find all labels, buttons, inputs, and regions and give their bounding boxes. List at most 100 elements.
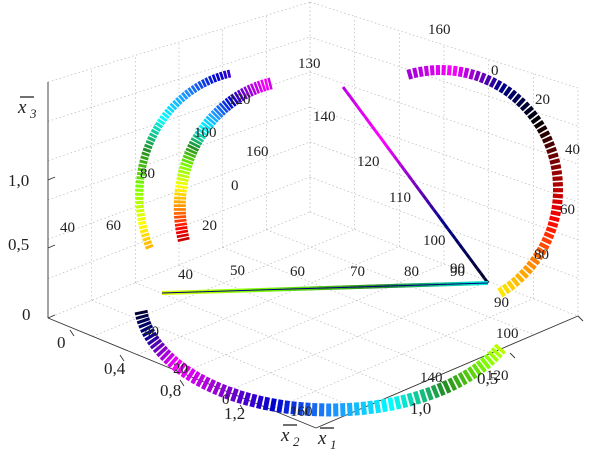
curve-segment xyxy=(387,397,395,411)
curve-segment xyxy=(212,381,222,396)
curve-segment xyxy=(475,360,487,373)
curve-segment xyxy=(473,70,481,82)
curve-label: 20 xyxy=(202,218,217,234)
curve-segment xyxy=(396,159,403,167)
curve-segment xyxy=(530,115,542,125)
x2-tick-1: 0,4 xyxy=(104,359,126,378)
x3-tick-mark xyxy=(47,314,56,319)
curve-segment xyxy=(276,399,284,413)
curve-segment xyxy=(163,352,175,365)
curve-segment xyxy=(430,384,440,399)
grid-line xyxy=(309,36,579,127)
curve-segment xyxy=(180,365,192,379)
curve-segment xyxy=(135,313,149,320)
curve-segment xyxy=(190,84,198,94)
front-loop-curve xyxy=(134,309,507,417)
grid-line xyxy=(135,282,404,391)
curve-segment xyxy=(541,135,553,144)
curve-label: 130 xyxy=(298,56,321,72)
curve-segment xyxy=(187,87,195,96)
x2-tick-3: 1,2 xyxy=(224,404,245,423)
curve-segment xyxy=(184,89,192,98)
curve-segment xyxy=(222,70,228,79)
curve-segment xyxy=(419,388,428,403)
curve-segment xyxy=(200,376,211,391)
curve-segment xyxy=(263,78,270,91)
curve-segment xyxy=(442,379,452,394)
curve-segment xyxy=(210,110,221,121)
curve-segment xyxy=(506,280,516,291)
curve-label: 90 xyxy=(450,261,465,277)
curve-label: 60 xyxy=(560,202,575,218)
curve-segment xyxy=(367,400,374,415)
diagonal-curve xyxy=(341,86,490,284)
curve-segment xyxy=(161,282,489,294)
curve-segment xyxy=(215,72,221,82)
curve-label: 100 xyxy=(496,326,519,342)
curve-label: 120 xyxy=(357,154,380,170)
curve-segment xyxy=(452,374,463,389)
x3-axis-letter: x xyxy=(17,97,27,118)
curve-label: 90 xyxy=(450,264,465,280)
curve-segment xyxy=(137,220,147,226)
curve-segment xyxy=(193,82,201,92)
curve-segment xyxy=(501,283,511,295)
curve-segment xyxy=(218,102,229,114)
curve-segment xyxy=(547,152,559,160)
curve-segment xyxy=(549,158,561,165)
curve-segment xyxy=(185,147,198,155)
base-line-edge xyxy=(161,282,489,294)
curve-segment xyxy=(177,236,190,243)
curve-segment xyxy=(150,128,160,136)
curve-segment xyxy=(142,328,156,338)
curve-segment xyxy=(190,137,203,146)
curve-segment xyxy=(172,99,180,108)
curve-segment xyxy=(515,97,526,108)
curve-segment xyxy=(479,356,492,370)
curve-label: 120 xyxy=(228,92,251,108)
curve-segment xyxy=(549,215,560,223)
curve-segment xyxy=(147,136,156,143)
curve-segment xyxy=(230,93,240,105)
curve-label: 40 xyxy=(144,324,159,340)
curve-segment xyxy=(194,130,206,140)
curve-segment xyxy=(242,392,251,406)
curve-segment xyxy=(533,119,545,129)
x1-axis-line xyxy=(315,315,579,429)
curve-segment xyxy=(535,246,547,256)
curve-segment xyxy=(538,241,550,251)
curve-segment xyxy=(159,349,172,361)
curve-segment xyxy=(454,238,461,245)
curve-segment xyxy=(218,71,225,81)
curve-segment xyxy=(249,83,257,96)
curve-segment xyxy=(483,353,496,366)
curve-segment xyxy=(412,390,422,405)
curve-segment xyxy=(176,362,187,375)
curve-segment xyxy=(139,159,148,165)
curve-segment xyxy=(490,347,503,359)
curve-segment xyxy=(140,324,154,334)
curve-segment xyxy=(206,379,216,393)
curve-segment xyxy=(541,236,553,245)
curve-segment xyxy=(164,108,173,117)
curve-segment xyxy=(374,130,381,137)
left-loop-curve xyxy=(135,69,232,250)
curve-segment xyxy=(181,158,194,165)
grid-line xyxy=(47,141,311,240)
curve-segment xyxy=(137,216,146,222)
curve-segment xyxy=(192,133,205,143)
curve-label: 20 xyxy=(535,92,550,108)
grid-line xyxy=(222,247,491,354)
curve-label: 60 xyxy=(290,264,305,280)
curve-segment xyxy=(423,65,430,77)
curve-segment xyxy=(146,335,160,346)
curve-label: 160 xyxy=(246,144,269,160)
curve-label: 60 xyxy=(106,218,121,234)
curve-segment xyxy=(536,125,548,134)
curve-segment xyxy=(406,392,415,407)
curve-segment xyxy=(488,77,498,88)
x2-tick-mark xyxy=(179,379,185,387)
curve-segment xyxy=(142,147,152,154)
curve-segment xyxy=(374,399,382,414)
curve-label: 160 xyxy=(428,22,451,38)
